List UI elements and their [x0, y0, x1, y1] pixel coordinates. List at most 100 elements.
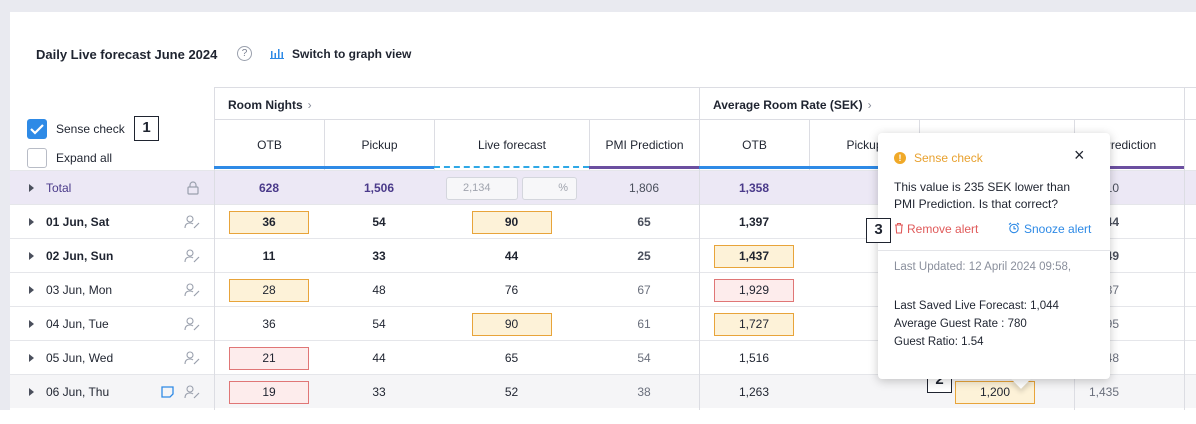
cell-rn-otb[interactable]: 21 [214, 341, 324, 375]
underline-rn-pmi [589, 166, 699, 169]
popup-message: This value is 235 SEK lower than PMI Pre… [894, 180, 1071, 211]
user-edit-icon[interactable] [184, 215, 200, 229]
grid-divider [699, 170, 700, 410]
left-gutter [0, 12, 10, 412]
cell-rn-pmi: 67 [637, 283, 651, 297]
popup-avg-guest-rate: Average Guest Rate : 780 [894, 318, 1027, 330]
cell-rn-pickup: 1,506 [363, 181, 395, 195]
chevron-right-icon: › [307, 98, 312, 112]
cell-arr-live-selected[interactable]: 1,200 [950, 375, 1040, 409]
cell-arr-pmi: 1,435 [1088, 385, 1120, 399]
comment-icon[interactable] [160, 385, 176, 399]
cell-rn-live[interactable]: 90 [434, 307, 589, 341]
user-edit-icon[interactable] [184, 351, 200, 365]
cell-arr-otb[interactable]: 1,929 [699, 273, 809, 307]
expand-all-checkbox[interactable] [27, 148, 47, 168]
switch-graph-view-link[interactable]: Switch to graph view [292, 47, 412, 61]
forecast-card: Daily Live forecast June 2024 ? Switch t… [10, 12, 1196, 410]
col-rn-otb[interactable]: OTB [214, 120, 324, 170]
row-name[interactable]: Total [29, 171, 71, 205]
expand-triangle-icon[interactable] [29, 251, 34, 260]
table-row[interactable]: 01 Jun, Sat 36 54 90 65 1,397 1,444 [10, 204, 1196, 238]
alarm-clock-icon [1008, 222, 1020, 234]
row-name[interactable]: 04 Jun, Tue [29, 307, 109, 341]
row-name[interactable]: 05 Jun, Wed [29, 341, 113, 375]
expand-triangle-icon[interactable] [29, 285, 34, 294]
popup-saved-forecast: Last Saved Live Forecast: 1,044 [894, 300, 1059, 312]
expand-triangle-icon[interactable] [29, 319, 34, 328]
sense-check-popup: ! Sense check × This value is 235 SEK lo… [878, 133, 1110, 379]
cell-arr-otb[interactable]: 1,437 [699, 239, 809, 273]
popup-title: Sense check [914, 151, 983, 165]
expand-triangle-icon[interactable] [29, 217, 34, 226]
cell-rn-pickup: 33 [372, 249, 386, 263]
cell-rn-otb: 628 [258, 181, 280, 195]
grid-divider [214, 170, 215, 410]
group-average-room-rate[interactable]: Average Room Rate (SEK) › [699, 87, 1184, 120]
popup-divider [878, 250, 1110, 251]
row-name[interactable]: 02 Jun, Sun [29, 239, 113, 273]
callout-3: 3 [866, 218, 891, 243]
table-row[interactable]: 03 Jun, Mon 28 48 76 67 1,929 1,487 [10, 272, 1196, 306]
popup-last-updated: Last Updated: 12 April 2024 09:58, [894, 261, 1072, 273]
cell-arr-otb: 1,358 [738, 181, 770, 195]
help-icon[interactable]: ? [237, 46, 252, 61]
snooze-alert-button[interactable]: Snooze alert [1008, 222, 1091, 236]
cell-rn-live[interactable]: 90 [434, 205, 589, 239]
cell-rn-live[interactable]: 76 [504, 283, 519, 297]
cell-arr-otb: 1,263 [738, 385, 770, 399]
grid-divider [1184, 170, 1185, 410]
cell-rn-live[interactable]: 44 [504, 249, 519, 263]
col-rn-pmi-prediction[interactable]: PMI Prediction [589, 120, 699, 170]
cell-rn-pmi: 25 [637, 249, 651, 263]
trash-icon [895, 222, 903, 234]
expand-triangle-icon[interactable] [29, 387, 34, 396]
row-name[interactable]: 01 Jun, Sat [29, 205, 109, 239]
user-edit-icon[interactable] [184, 283, 200, 297]
underline-rn-live [434, 166, 589, 168]
cell-rn-pmi: 38 [637, 385, 651, 399]
col-arr-pickup[interactable]: Pickup [809, 120, 919, 170]
cell-rn-pickup: 54 [372, 215, 386, 229]
table-row[interactable]: 04 Jun, Tue 36 54 90 61 1,727 1,495 [10, 306, 1196, 340]
cell-rn-otb: 36 [262, 317, 276, 331]
sense-check-label: Sense check [56, 122, 125, 136]
group-room-nights-label: Room Nights [228, 98, 303, 112]
table-row[interactable]: 05 Jun, Wed 21 44 65 54 1,516 1,648 [10, 340, 1196, 374]
cell-rn-pickup: 54 [372, 317, 386, 331]
col-rn-pickup[interactable]: Pickup [324, 120, 434, 170]
cell-rn-live[interactable]: 65 [504, 351, 519, 365]
user-edit-icon[interactable] [184, 385, 200, 399]
cell-rn-otb[interactable]: 19 [214, 375, 324, 409]
row-name[interactable]: 06 Jun, Thu [29, 375, 109, 409]
col-arr-otb[interactable]: OTB [699, 120, 809, 170]
underline-arr-otb [699, 166, 809, 169]
cell-arr-otb[interactable]: 1,727 [699, 307, 809, 341]
cell-rn-otb[interactable]: 36 [214, 205, 324, 239]
total-live-forecast-input[interactable]: 2,134 [446, 177, 518, 200]
expand-triangle-icon[interactable] [29, 183, 34, 192]
col-rn-live-forecast[interactable]: Live forecast [434, 120, 589, 170]
sense-check-checkbox[interactable] [27, 119, 47, 139]
expand-triangle-icon[interactable] [29, 353, 34, 362]
user-edit-icon[interactable] [184, 249, 200, 263]
cell-rn-live[interactable]: 52 [504, 385, 519, 399]
popup-details: Last Saved Live Forecast: 1,044 Average … [894, 297, 1059, 351]
expand-all-label: Expand all [56, 151, 113, 165]
cell-rn-pmi: 65 [637, 215, 651, 229]
total-live-forecast-percent-input[interactable]: % [522, 177, 577, 200]
cell-arr-otb: 1,516 [738, 351, 770, 365]
col-next [1184, 120, 1196, 170]
cell-rn-pickup: 44 [372, 351, 386, 365]
table-row[interactable]: 06 Jun, Thu 19 33 52 38 1,263 1,200 1,43… [10, 374, 1196, 408]
remove-alert-button[interactable]: Remove alert [894, 222, 978, 236]
user-edit-icon[interactable] [184, 317, 200, 331]
cell-rn-pmi: 61 [637, 317, 651, 331]
group-room-nights[interactable]: Room Nights › [214, 87, 699, 120]
close-icon[interactable]: × [1074, 145, 1085, 165]
row-name[interactable]: 03 Jun, Mon [29, 273, 112, 307]
cell-rn-otb[interactable]: 28 [214, 273, 324, 307]
cell-arr-otb: 1,397 [738, 215, 770, 229]
bar-chart-icon[interactable] [270, 47, 284, 59]
cell-rn-pickup: 48 [372, 283, 386, 297]
